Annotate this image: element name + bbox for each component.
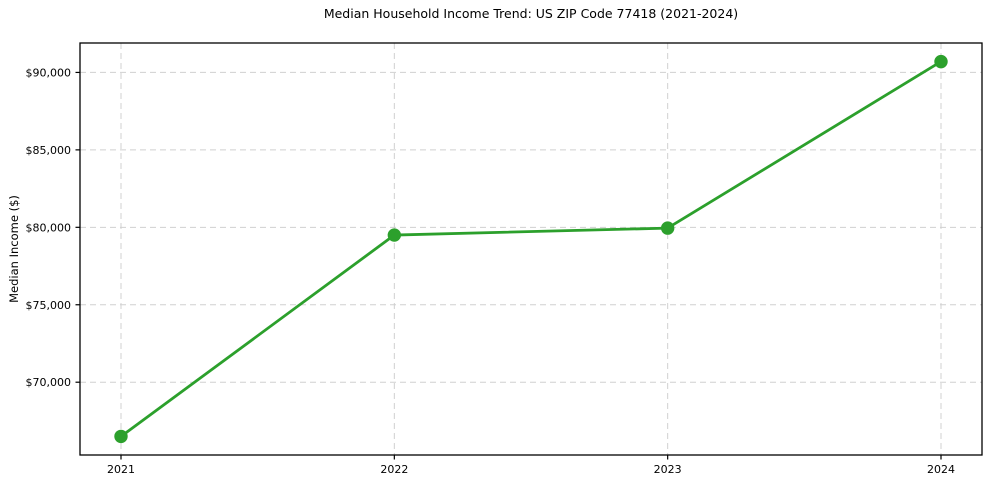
y-axis-label: Median Income ($)	[7, 195, 21, 303]
data-point-2021	[114, 429, 128, 444]
y-tick-label: $75,000	[26, 299, 72, 312]
data-point-2023	[660, 221, 675, 235]
x-tick-label: 2021	[107, 463, 135, 476]
x-tick-label: 2023	[654, 463, 682, 476]
x-tick-label: 2024	[927, 463, 955, 476]
x-tick-label: 2022	[380, 463, 408, 476]
y-tick-label: $80,000	[26, 221, 72, 234]
y-tick-label: $90,000	[26, 66, 72, 79]
data-point-2024	[934, 54, 948, 69]
y-tick-label: $70,000	[26, 376, 72, 389]
y-tick-label: $85,000	[26, 144, 72, 157]
series-line	[119, 60, 943, 438]
plot-border	[79, 42, 983, 456]
chart-title: Median Household Income Trend: US ZIP Co…	[323, 6, 739, 21]
data-point-2022	[387, 228, 402, 242]
